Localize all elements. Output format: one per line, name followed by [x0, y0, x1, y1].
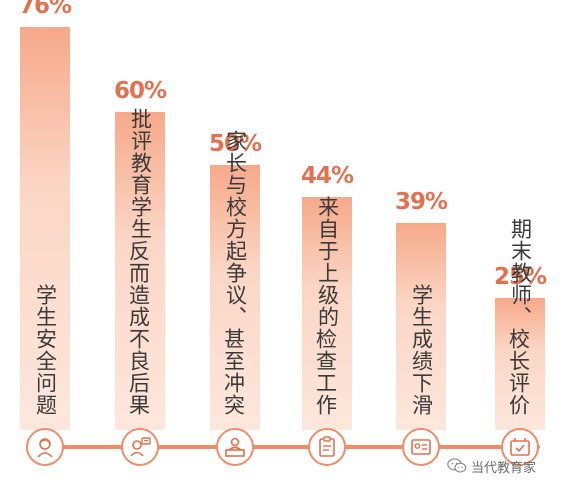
bar-5 — [396, 223, 446, 430]
baseline-axis — [30, 445, 540, 449]
category-label-3: 家长与校方起争议、 甚至冲突 — [210, 130, 260, 416]
watermark: 当代教育家 — [447, 455, 536, 477]
category-label-line: 反而造成不良后果 — [126, 240, 151, 416]
category-label-line: 家长与校方起争议、 — [223, 130, 248, 328]
category-label-line: 学生安全问题 — [33, 284, 58, 416]
value-label-3: 50% — [208, 131, 262, 157]
value-label-2: 60% — [113, 78, 167, 104]
category-label-line: 期末教师、 — [508, 218, 533, 328]
value-label-6: 25% — [493, 263, 547, 290]
value-label-1: 76% — [18, 0, 72, 20]
parent-meeting-icon — [216, 428, 254, 466]
bar-1 — [20, 27, 70, 430]
value-label-4: 44% — [300, 162, 354, 189]
category-label-line: 学生成绩下滑 — [409, 284, 434, 416]
category-label-2: 批评教育学生 反而造成不良后果 — [115, 108, 165, 416]
student-icon — [26, 428, 64, 466]
bar-3 — [210, 165, 260, 430]
category-label-line: 来自于上级的 — [315, 196, 340, 328]
value-label-5: 39% — [394, 189, 448, 216]
reprimand-icon — [121, 428, 159, 466]
category-label-line: 检查工作 — [313, 328, 338, 416]
category-label-line: 批评教育学生 — [128, 108, 153, 240]
evaluation-icon — [501, 428, 539, 466]
category-label-4: 来自于上级的 检查工作 — [302, 196, 352, 416]
grade-report-icon — [402, 428, 440, 466]
category-label-line: 甚至冲突 — [221, 328, 246, 416]
category-label-5: 学生成绩下滑 — [396, 284, 446, 416]
category-label-6: 期末教师、 校长评价 — [495, 218, 545, 416]
bar-4 — [302, 196, 352, 430]
watermark-text: 当代教育家 — [471, 460, 537, 476]
bar-2 — [115, 112, 165, 430]
category-label-line: 校长评价 — [506, 328, 531, 416]
wechat-icon — [447, 458, 467, 473]
bar-6 — [495, 297, 545, 430]
inspection-clipboard-icon — [308, 428, 346, 466]
category-label-1: 学生安全问题 — [20, 284, 70, 416]
